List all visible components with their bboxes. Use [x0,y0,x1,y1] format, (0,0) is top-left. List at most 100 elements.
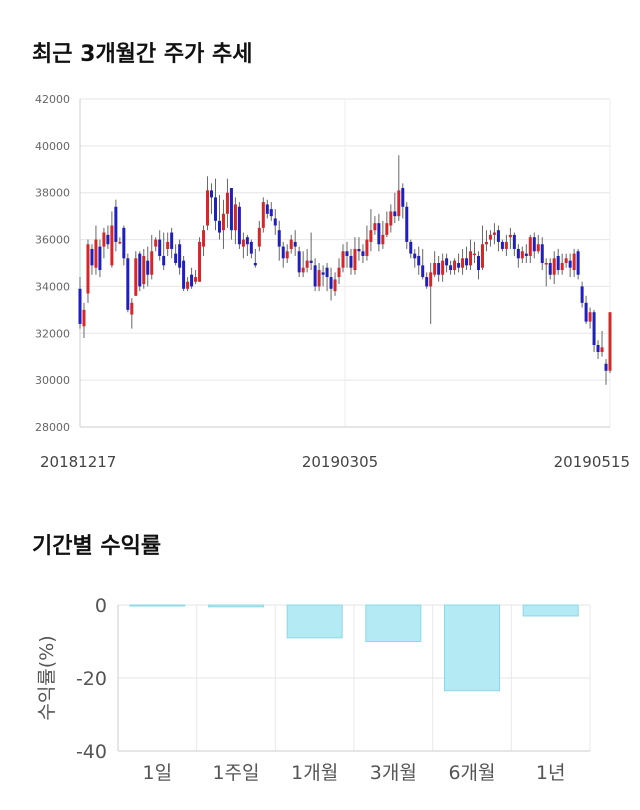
candle-body [373,223,377,231]
candle-body [536,244,540,252]
candle-body [433,263,437,275]
candle-body [353,248,357,271]
candle [600,330,604,357]
candle [496,225,500,252]
candle-body [365,239,369,256]
candle [122,225,126,266]
candle-body [469,251,473,266]
candle-body [277,230,281,247]
candle-body [520,251,524,259]
candle-body [293,241,297,247]
candle-body [524,253,528,256]
candle [409,239,413,259]
return-bar [522,604,579,617]
candle [210,183,214,214]
candle [233,197,237,245]
candle [357,237,361,261]
candle [465,246,469,271]
candle-body [465,258,469,266]
candle [524,244,528,263]
candle-body [146,260,150,275]
candle [580,281,584,308]
candle-body [357,248,361,252]
candle [397,155,401,221]
candle [333,272,337,296]
candle-body [285,251,289,259]
candle [249,239,253,259]
candle-body [596,345,600,353]
candle-body [289,239,293,249]
candle-body [385,223,389,235]
candle-body [568,260,572,268]
candle-body [397,190,401,217]
candle [373,216,377,235]
candle [170,227,174,259]
candle [114,199,118,252]
candle-body [441,260,445,275]
candle [178,239,182,275]
candle-body [213,197,217,221]
candle [492,223,496,245]
candle-body [102,232,106,247]
candle [217,195,221,240]
candle [182,255,186,292]
candle-body [178,244,182,268]
candle [126,253,130,313]
candle-body [576,251,580,275]
candle [301,251,305,278]
candle-body [588,312,592,322]
candle [516,244,520,268]
candle-body [269,209,273,217]
candle-body [425,277,429,287]
candle [429,263,433,324]
candle-body [118,241,122,244]
candle [488,230,492,247]
candle [194,270,198,285]
y-tick-label: -20 [76,668,107,690]
x-tick-label: 20190515 [554,453,630,471]
candle-body [301,267,305,273]
return-bar [443,604,501,692]
candle-body [544,263,548,265]
candle [473,241,477,263]
candle-body [504,241,508,249]
candle-body [261,202,265,228]
candle-body [221,213,225,231]
candle [158,230,162,261]
candle-body [445,258,449,266]
candle-body [345,251,349,256]
y-tick-label: 28000 [35,421,70,434]
price-chart-title: 최근 3개월간 주가 추세 [32,42,253,67]
candle-body [138,253,142,287]
candle-body [297,251,301,273]
candle-body [584,302,588,322]
candle [154,237,158,252]
candle [560,253,564,275]
candle [457,253,461,273]
candle-body [572,253,576,271]
candle-body [608,312,612,371]
candle [166,232,170,256]
y-axis-label: 수익률(%) [36,635,58,720]
candle [289,234,293,254]
candle-body [337,267,341,278]
candle-body [421,265,425,278]
candle [576,248,580,280]
candle [118,237,122,245]
candle [253,248,257,268]
candle [130,298,134,329]
candle-body [377,223,381,245]
candle [269,202,273,221]
candle [361,244,365,263]
candle [536,234,540,254]
y-tick-label: 40000 [35,140,70,153]
return-bar [286,604,343,639]
candle-body [405,206,409,242]
y-tick-label: 34000 [35,280,70,293]
candle [421,248,425,280]
y-tick-label: 0 [95,595,107,617]
x-tick-label: 20181217 [40,453,116,471]
candle-body [321,272,325,275]
x-tick-label: 20190305 [302,453,378,471]
candle [556,248,560,275]
